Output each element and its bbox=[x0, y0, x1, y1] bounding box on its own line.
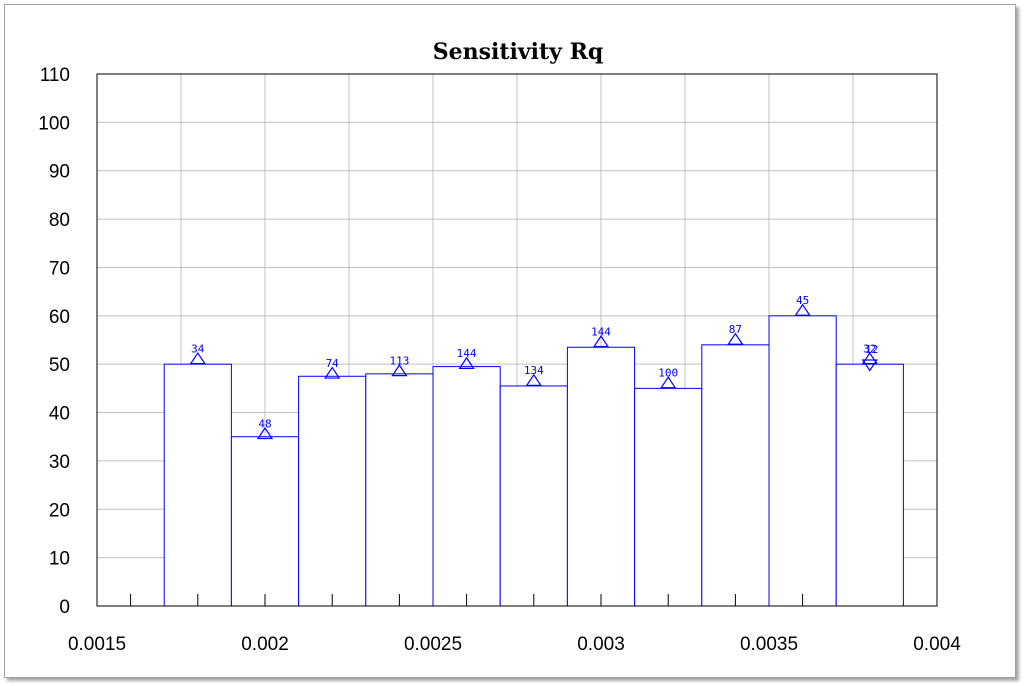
y-tick-label: 40 bbox=[49, 404, 70, 425]
histogram-bar bbox=[298, 375, 367, 607]
x-tick-label: 0.0035 bbox=[740, 634, 798, 655]
marker-label: 113 bbox=[389, 354, 409, 367]
marker-label: 74 bbox=[326, 357, 340, 370]
marker-triangle-up bbox=[727, 332, 744, 345]
x-tick-label: 0.0025 bbox=[404, 634, 462, 655]
histogram-bar bbox=[634, 387, 703, 607]
x-tick-label: 0.004 bbox=[913, 634, 961, 655]
marker-label: 144 bbox=[591, 325, 611, 338]
marker-label: 32 bbox=[863, 342, 876, 355]
marker-triangle-down bbox=[861, 359, 878, 372]
histogram-bar bbox=[768, 315, 837, 607]
marker-label: 45 bbox=[796, 294, 809, 307]
histogram-bar bbox=[701, 344, 770, 607]
chart-title: Sensitivity Rq bbox=[433, 39, 604, 65]
x-tick-label: 0.003 bbox=[577, 634, 625, 655]
y-tick-label: 30 bbox=[49, 452, 70, 473]
marker-triangle-up bbox=[189, 351, 206, 365]
marker-triangle-up bbox=[458, 356, 475, 369]
marker-label: 144 bbox=[457, 347, 477, 360]
marker-label: 134 bbox=[524, 364, 544, 377]
marker-triangle-up bbox=[592, 335, 610, 348]
marker-triangle-up bbox=[525, 373, 542, 386]
marker-label: 87 bbox=[729, 323, 742, 336]
marker-label: 100 bbox=[658, 367, 678, 380]
x-tick-label: 0.002 bbox=[241, 634, 289, 655]
marker-label: 48 bbox=[258, 417, 271, 430]
histogram-bar bbox=[432, 366, 501, 607]
y-tick-label: 90 bbox=[49, 162, 70, 183]
axes bbox=[96, 73, 938, 607]
marker-triangle-up bbox=[660, 376, 677, 389]
marker-triangle-up bbox=[391, 364, 408, 377]
y-tick-label: 100 bbox=[38, 113, 70, 134]
histogram-bar bbox=[566, 346, 636, 607]
marker-triangle-up bbox=[256, 426, 274, 440]
histogram-bar bbox=[163, 363, 232, 607]
marker-label: 12 bbox=[865, 343, 878, 356]
x-tick-label: 0.0015 bbox=[68, 634, 126, 655]
y-tick-label: 10 bbox=[49, 549, 70, 570]
y-tick-label: 60 bbox=[49, 307, 70, 328]
y-tick-label: 70 bbox=[49, 258, 70, 279]
histogram-bar bbox=[230, 436, 300, 607]
marker-triangle-up bbox=[861, 351, 878, 365]
marker-label: 34 bbox=[191, 342, 205, 355]
histogram-bar bbox=[365, 373, 434, 607]
bars bbox=[163, 315, 904, 607]
y-tick-label: 20 bbox=[49, 500, 70, 521]
histogram-bar bbox=[835, 363, 904, 607]
y-tick-label: 0 bbox=[59, 597, 70, 618]
marker-triangle-up bbox=[324, 366, 341, 379]
y-tick-label: 110 bbox=[40, 65, 70, 86]
tick-labels: 0 10 20 30 40 50 60 70 80 90 100 110 0.0015 0.002 0.00… bbox=[38, 65, 961, 655]
y-tick-label: 50 bbox=[49, 355, 70, 376]
marker-triangle-up bbox=[794, 303, 811, 316]
plot-border bbox=[96, 73, 938, 607]
y-tick-label: 80 bbox=[49, 210, 70, 231]
histogram-bar bbox=[499, 385, 568, 607]
